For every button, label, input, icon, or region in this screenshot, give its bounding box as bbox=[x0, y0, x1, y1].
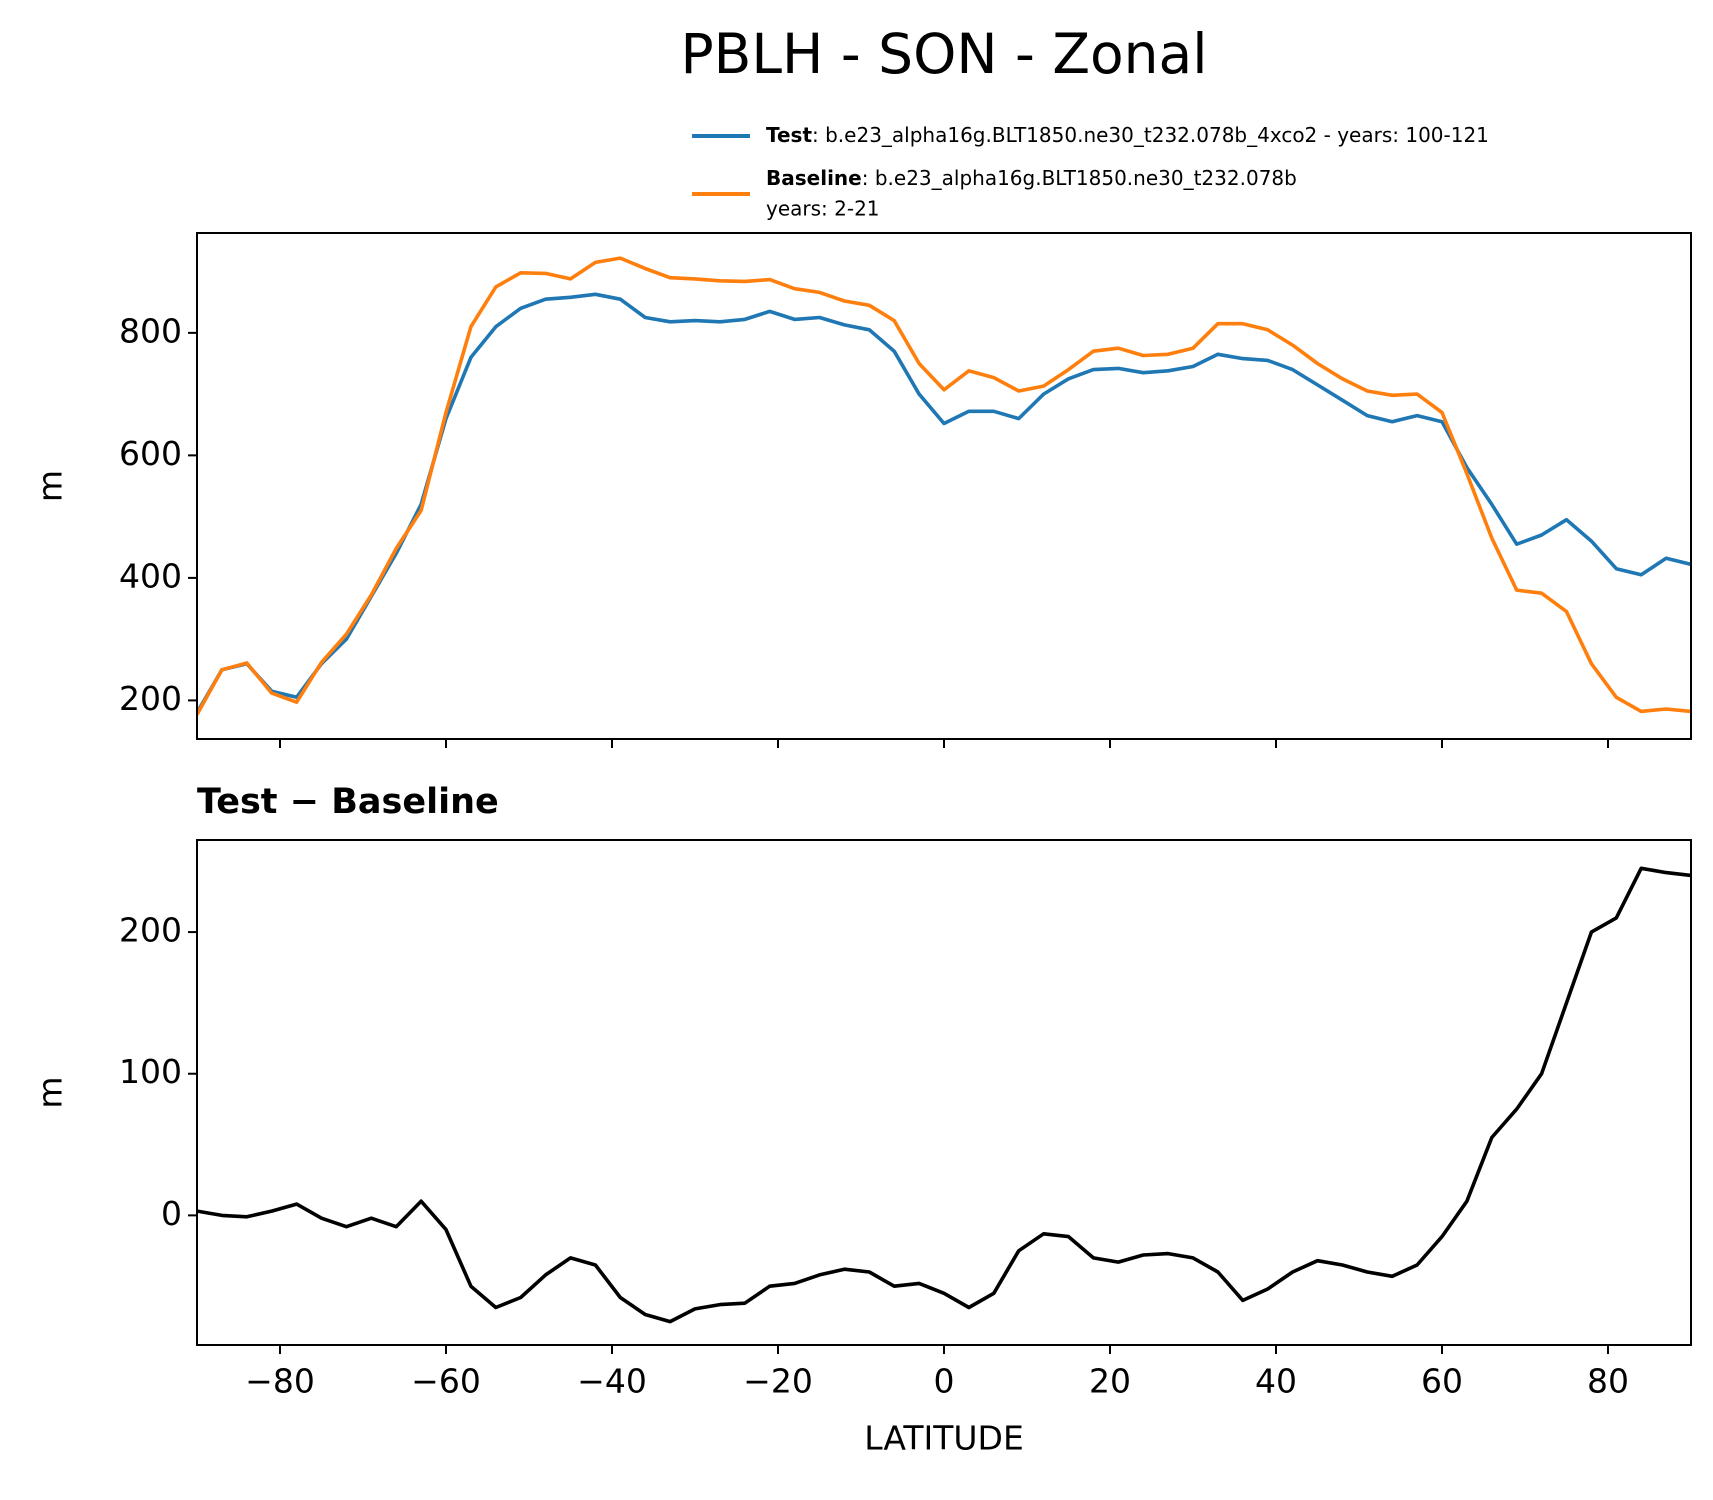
x-tick-label: −60 bbox=[411, 1362, 481, 1401]
y-axis-label: m bbox=[31, 1076, 70, 1108]
x-tick-label: 80 bbox=[1587, 1362, 1629, 1401]
legend-entry: Baseline: b.e23_alpha16g.BLT1850.ne30_t2… bbox=[766, 166, 1297, 190]
plot-frame bbox=[196, 839, 1692, 1346]
y-tick-label: 600 bbox=[119, 434, 182, 473]
y-axis-label: m bbox=[31, 470, 70, 502]
legend-name: Baseline bbox=[766, 166, 862, 190]
plot-frame bbox=[196, 232, 1692, 740]
y-tick-label: 800 bbox=[119, 311, 182, 350]
x-tick-label: 40 bbox=[1255, 1362, 1297, 1401]
figure-title: PBLH - SON - Zonal bbox=[680, 22, 1207, 86]
data-line bbox=[197, 256, 1691, 716]
data-line bbox=[197, 866, 1691, 1324]
legend-entry: Test: b.e23_alpha16g.BLT1850.ne30_t232.0… bbox=[766, 123, 1489, 147]
panel-title: Test − Baseline bbox=[197, 782, 499, 822]
x-tick-label: 0 bbox=[934, 1362, 955, 1401]
legend-detail: : b.e23_alpha16g.BLT1850.ne30_t232.078b bbox=[862, 166, 1297, 190]
y-tick-label: 200 bbox=[119, 679, 182, 718]
x-tick-label: −40 bbox=[577, 1362, 647, 1401]
x-tick-label: 20 bbox=[1089, 1362, 1131, 1401]
legend-detail: years: 2-21 bbox=[766, 197, 880, 221]
legend-detail: : b.e23_alpha16g.BLT1850.ne30_t232.078b_… bbox=[812, 123, 1489, 147]
x-tick-label: −80 bbox=[245, 1362, 315, 1401]
x-axis-label: LATITUDE bbox=[864, 1419, 1024, 1458]
y-tick-label: 100 bbox=[119, 1052, 182, 1091]
y-tick-label: 200 bbox=[119, 911, 182, 950]
y-tick-label: 400 bbox=[119, 556, 182, 595]
legend-name: Test bbox=[766, 123, 812, 147]
x-tick-label: 60 bbox=[1421, 1362, 1463, 1401]
y-tick-label: 0 bbox=[161, 1194, 182, 1233]
x-tick-label: −20 bbox=[743, 1362, 813, 1401]
